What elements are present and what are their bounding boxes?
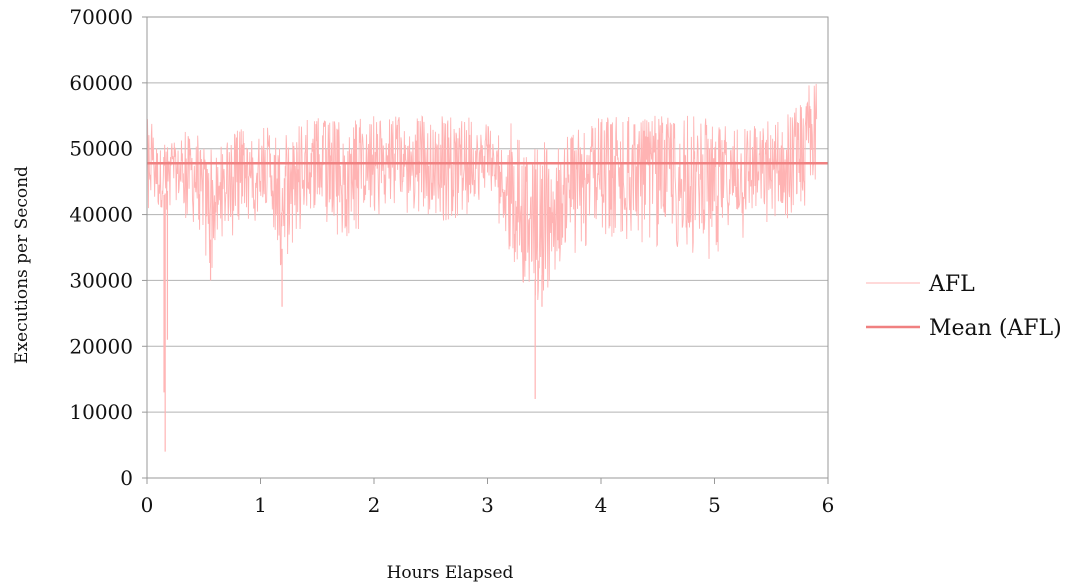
- x-tick-label: 1: [254, 493, 267, 517]
- x-tick-label: 2: [368, 493, 381, 517]
- x-axis-title: Hours Elapsed: [387, 563, 514, 583]
- x-tick-label: 3: [481, 493, 494, 517]
- legend: AFL Mean (AFL): [866, 272, 1062, 341]
- y-tick-label: 30000: [69, 268, 133, 292]
- x-tick-label: 5: [708, 493, 721, 517]
- y-tick-label: 10000: [69, 400, 133, 424]
- x-tick-label: 4: [595, 493, 608, 517]
- tick-labels: 0 10000 20000 30000 40000 50000 60000 70000 0 1 2 3…: [69, 5, 834, 517]
- y-tick-label: 40000: [69, 203, 133, 227]
- plot-frame: [146, 16, 829, 479]
- y-tick-label: 70000: [69, 5, 133, 29]
- x-tick-label: 0: [141, 493, 154, 517]
- y-tick-label: 60000: [69, 71, 133, 95]
- series-afl-line: [146, 83, 818, 301]
- grid-lines: [147, 16, 828, 479]
- data-series: [146, 83, 828, 452]
- legend-label-afl: AFL: [928, 272, 975, 297]
- x-tick-label: 6: [822, 493, 835, 517]
- y-tick-label: 50000: [69, 137, 133, 161]
- y-tick-label: 0: [120, 466, 133, 490]
- y-axis-title: Executions per Second: [12, 166, 32, 364]
- legend-label-mean-afl: Mean (AFL): [929, 316, 1062, 341]
- y-tick-label: 20000: [69, 334, 133, 358]
